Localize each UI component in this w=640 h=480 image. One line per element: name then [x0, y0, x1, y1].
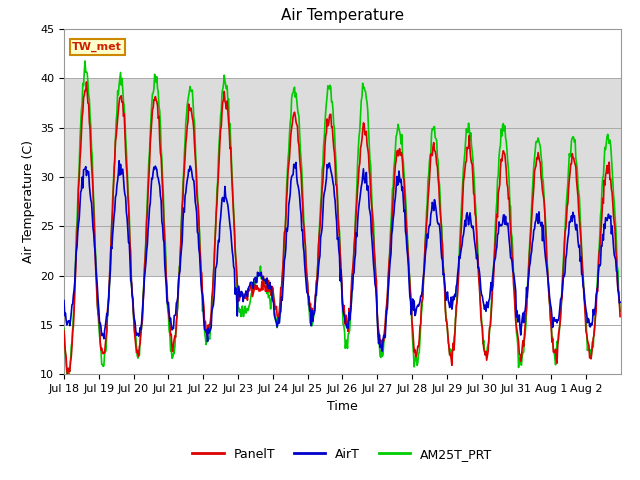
AM25T_PRT: [60, 325, 68, 331]
PanelT: [432, 152, 440, 158]
Line: AM25T_PRT: AM25T_PRT: [64, 61, 620, 374]
AirT: [378, 348, 386, 354]
AirT: [616, 300, 624, 305]
PanelT: [229, 195, 237, 201]
AirT: [126, 256, 134, 262]
PanelT: [60, 328, 68, 334]
AirT: [432, 205, 440, 211]
AM25T_PRT: [81, 58, 89, 64]
PanelT: [127, 260, 134, 266]
Y-axis label: Air Temperature (C): Air Temperature (C): [22, 140, 35, 263]
Text: TW_met: TW_met: [72, 42, 122, 52]
AirT: [115, 158, 123, 164]
AM25T_PRT: [432, 136, 440, 142]
AirT: [228, 248, 236, 253]
AM25T_PRT: [278, 284, 285, 290]
AirT: [256, 273, 264, 278]
PanelT: [278, 286, 285, 291]
PanelT: [616, 313, 624, 319]
Line: AirT: AirT: [64, 161, 620, 351]
PanelT: [401, 193, 408, 199]
AirT: [60, 298, 68, 303]
X-axis label: Time: Time: [327, 400, 358, 413]
PanelT: [257, 288, 264, 294]
Title: Air Temperature: Air Temperature: [281, 9, 404, 24]
AirT: [277, 309, 285, 314]
AM25T_PRT: [63, 372, 71, 377]
AM25T_PRT: [401, 180, 408, 186]
PanelT: [64, 371, 72, 377]
AM25T_PRT: [616, 308, 624, 314]
AM25T_PRT: [127, 247, 134, 253]
PanelT: [83, 79, 90, 85]
AM25T_PRT: [257, 263, 264, 269]
AM25T_PRT: [229, 190, 237, 195]
Legend: PanelT, AirT, AM25T_PRT: PanelT, AirT, AM25T_PRT: [188, 443, 497, 466]
AirT: [401, 207, 408, 213]
Line: PanelT: PanelT: [64, 82, 620, 374]
Bar: [64, 78, 621, 276]
